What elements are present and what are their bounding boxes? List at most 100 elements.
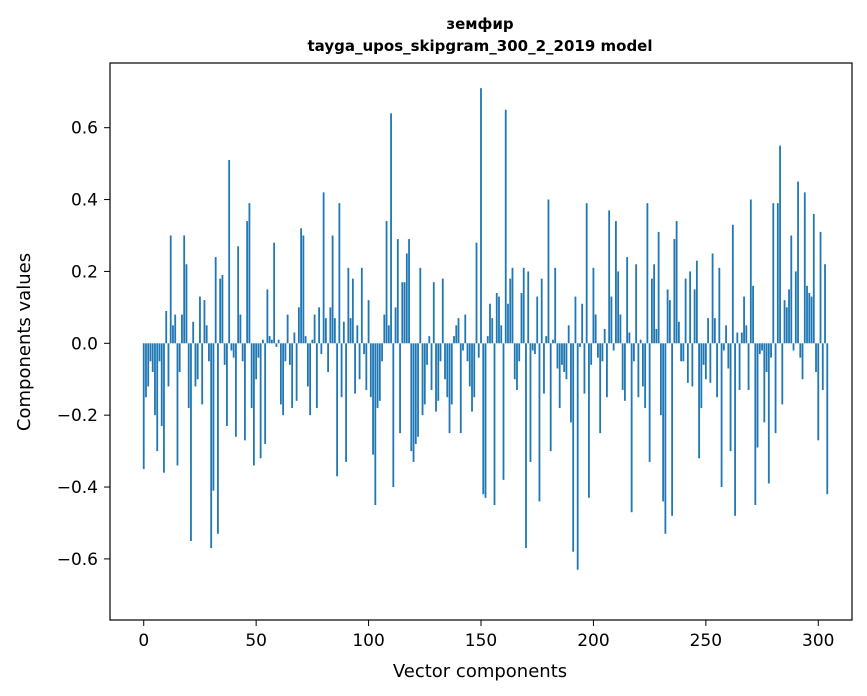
bar-79 xyxy=(320,343,323,355)
y-tick-label: 0.2 xyxy=(71,262,98,282)
bar-255 xyxy=(716,343,718,398)
bar-139 xyxy=(455,325,458,344)
bar-156 xyxy=(493,343,496,506)
bar-167 xyxy=(518,343,521,362)
bar-144 xyxy=(466,343,469,362)
bar-16 xyxy=(178,343,181,373)
bar-164 xyxy=(511,267,514,344)
bar-46 xyxy=(246,221,249,344)
bar-211 xyxy=(617,271,620,344)
bar-204 xyxy=(601,343,604,362)
bar-120 xyxy=(412,343,415,462)
bar-4 xyxy=(151,343,154,373)
bar-18 xyxy=(183,235,186,344)
bar-249 xyxy=(702,343,705,365)
bar-263 xyxy=(734,343,736,516)
bar-265 xyxy=(738,343,741,391)
bar-22 xyxy=(192,321,195,344)
bar-237 xyxy=(675,221,678,344)
bar-32 xyxy=(214,257,217,344)
bar-206 xyxy=(606,343,608,398)
bar-302 xyxy=(821,343,824,391)
bar-60 xyxy=(277,339,280,344)
bar-24 xyxy=(196,343,199,380)
bar-155 xyxy=(491,318,494,344)
bar-128 xyxy=(430,343,433,391)
bar-271 xyxy=(752,285,754,344)
bar-286 xyxy=(785,307,788,344)
bar-177 xyxy=(540,278,543,344)
bar-141 xyxy=(459,343,462,434)
bar-109 xyxy=(387,325,390,344)
x-axis-label: Vector components xyxy=(393,661,567,682)
bar-241 xyxy=(684,278,687,344)
bar-214 xyxy=(624,343,626,401)
bar-101 xyxy=(369,343,372,398)
bar-267 xyxy=(743,296,745,344)
bar-244 xyxy=(691,343,694,387)
bar-300 xyxy=(817,343,820,441)
bar-224 xyxy=(646,203,649,344)
bar-285 xyxy=(783,300,786,344)
bar-66 xyxy=(291,343,294,408)
bar-87 xyxy=(338,203,341,344)
bar-70 xyxy=(300,228,303,344)
bar-194 xyxy=(579,343,581,347)
bar-19 xyxy=(185,264,188,344)
bar-145 xyxy=(468,343,471,387)
y-axis-ticks: −0.6 −0.4 −0.2 0.0 0.2 0.4 0.6 xyxy=(57,119,110,570)
bar-112 xyxy=(394,307,397,344)
bar-171 xyxy=(527,271,530,344)
bar-111 xyxy=(392,343,395,488)
bar-248 xyxy=(700,343,703,408)
bar-96 xyxy=(358,343,361,380)
bar-134 xyxy=(444,343,446,380)
bar-175 xyxy=(536,296,539,344)
bar-291 xyxy=(797,181,799,344)
bar-228 xyxy=(655,328,658,344)
bar-81 xyxy=(324,318,327,344)
bar-186 xyxy=(561,343,563,365)
bar-146 xyxy=(471,343,473,412)
bar-205 xyxy=(603,328,606,344)
bar-103 xyxy=(374,343,377,506)
bar-261 xyxy=(729,343,732,452)
bar-193 xyxy=(576,343,579,570)
bar-63 xyxy=(284,343,287,362)
bar-269 xyxy=(747,343,750,391)
bar-65 xyxy=(288,343,291,365)
bar-173 xyxy=(531,343,534,351)
bar-208 xyxy=(610,296,613,344)
bar-126 xyxy=(426,343,428,365)
bar-276 xyxy=(763,343,766,423)
bar-143 xyxy=(464,314,467,344)
bar-258 xyxy=(722,343,725,351)
bar-127 xyxy=(428,336,431,344)
bar-20 xyxy=(187,343,190,408)
bar-9 xyxy=(163,343,165,473)
bar-183 xyxy=(554,267,557,344)
bar-191 xyxy=(572,343,575,552)
bar-11 xyxy=(167,343,170,387)
bar-153 xyxy=(486,336,489,344)
bar-304 xyxy=(826,343,829,495)
bar-203 xyxy=(599,343,602,434)
bar-292 xyxy=(799,343,802,358)
bar-43 xyxy=(239,314,242,344)
bar-82 xyxy=(327,343,329,373)
bar-217 xyxy=(630,343,633,513)
bar-95 xyxy=(356,325,359,344)
bar-257 xyxy=(720,343,723,488)
bar-197 xyxy=(585,203,588,344)
chart-title: земфир xyxy=(446,15,514,33)
bar-100 xyxy=(367,300,370,344)
bar-270 xyxy=(749,199,752,344)
bar-288 xyxy=(790,235,793,344)
bar-222 xyxy=(641,343,644,387)
bar-232 xyxy=(664,343,667,534)
bar-298 xyxy=(812,213,815,344)
bar-259 xyxy=(725,325,727,344)
bar-132 xyxy=(439,343,442,362)
y-tick-label: 0.4 xyxy=(71,191,98,211)
bar-113 xyxy=(396,239,399,344)
